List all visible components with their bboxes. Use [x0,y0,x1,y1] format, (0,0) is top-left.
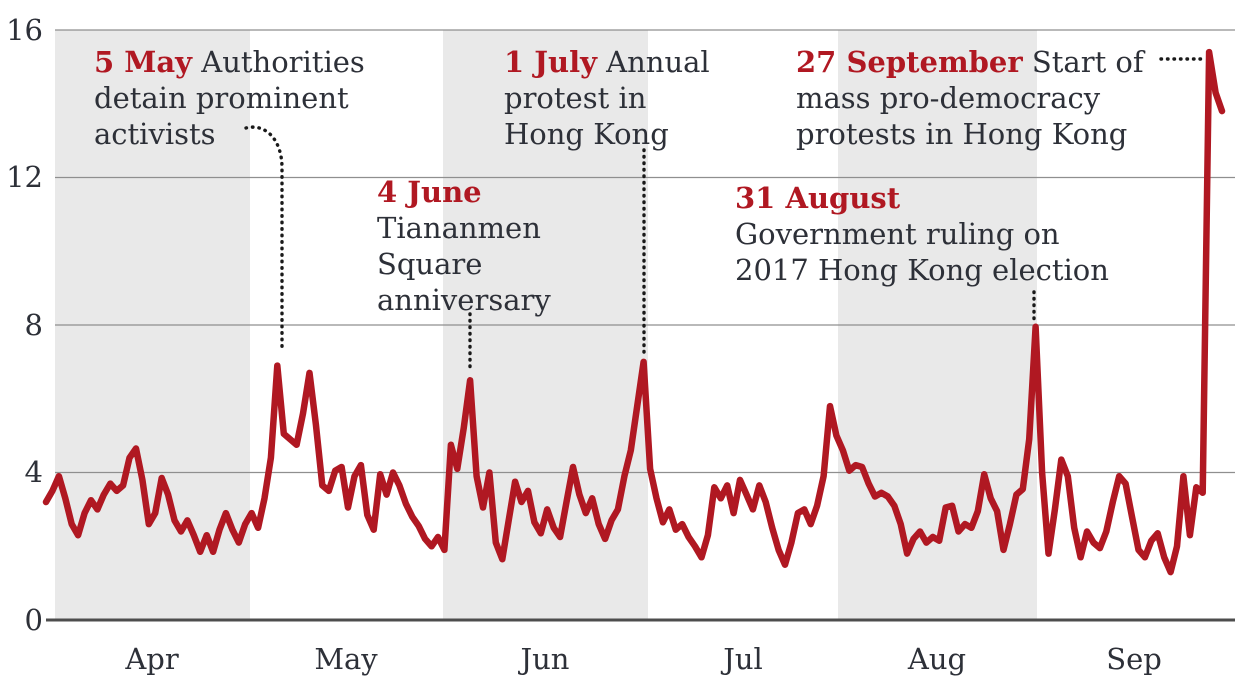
x-tick-jul: Jul [723,642,763,676]
leader-5-may [244,125,284,354]
annotation-line: Hong Kong [504,117,669,151]
x-tick-jun: Jun [520,642,570,676]
annotation-line: activists [94,117,216,151]
annotation-line: detain prominent [94,81,349,115]
annotation-line: mass pro-democracy [796,81,1101,115]
x-tick-aug: Aug [907,642,967,676]
annotation-line: Government ruling on [735,217,1060,251]
annotation-line: anniversary [377,283,551,317]
annotation-line: Tiananmen [377,211,541,245]
x-tick-may: May [314,642,378,676]
annotation-line: 5 May Authorities [94,45,365,79]
y-tick-4: 4 [24,455,43,489]
annotation-31-august: 31 August Government ruling on 2017 Hong… [735,180,1109,288]
annotation-date: 31 August [735,181,901,215]
annotation-line: 2017 Hong Kong election [735,253,1109,287]
y-tick-12: 12 [6,160,43,194]
annotation-date: 27 September [796,45,1023,79]
annotation-line: 27 September Start of [796,45,1144,79]
annotation-line: protest in [504,81,647,115]
annotation-line: protests in Hong Kong [796,117,1128,151]
annotation-line: 31 August [735,180,1109,216]
series-line [42,48,1226,576]
annotation-5-may: 5 May Authorities detain prominent activ… [94,44,365,152]
x-tick-apr: Apr [125,642,179,676]
annotation-1-july: 1 July Annual protest in Hong Kong [504,44,710,152]
annotation-4-june: 4 June Tiananmen Square anniversary [377,174,551,318]
y-tick-16: 16 [6,13,43,47]
x-tick-sep: Sep [1106,642,1162,676]
annotation-27-september: 27 September Start of mass pro-democracy… [796,44,1144,152]
annotation-line: 4 June [377,174,551,210]
annotation-line: Square [377,247,483,281]
annotation-line: 1 July Annual [504,45,710,79]
y-tick-0: 0 [24,603,43,637]
y-tick-8: 8 [24,308,43,342]
annotation-date: 1 July [504,45,597,79]
annotation-date: 5 May [94,45,193,79]
annotation-date: 4 June [377,175,482,209]
